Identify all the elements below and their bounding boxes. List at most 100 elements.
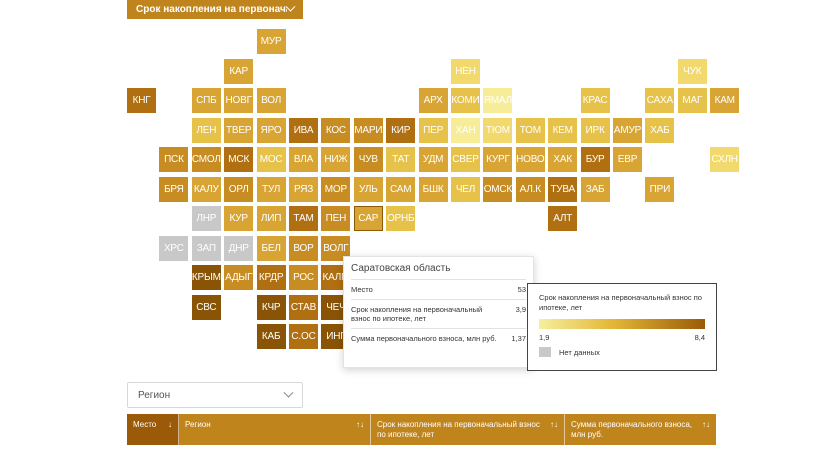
- sort-icon: ↑↓: [702, 420, 710, 429]
- column-header-years[interactable]: Срок накопления на первоначальный взнос …: [371, 414, 565, 445]
- region-tile-84[interactable]: КАБ: [256, 324, 286, 349]
- region-tile-6[interactable]: НОВГ: [224, 88, 254, 113]
- region-tile-63[interactable]: ЛИП: [256, 206, 286, 231]
- region-tile-61[interactable]: ЛНР: [191, 206, 221, 231]
- region-tile-48[interactable]: ОРЛ: [224, 176, 254, 202]
- region-tile-78[interactable]: РОС: [289, 265, 318, 290]
- region-tile-39[interactable]: СВЕР: [451, 147, 480, 172]
- region-tile-59[interactable]: ЗАБ: [580, 176, 610, 202]
- region-tile-16[interactable]: ТВЕР: [224, 117, 254, 143]
- legend-max: 8,4: [694, 333, 705, 342]
- region-tile-24[interactable]: ТЮМ: [483, 117, 513, 143]
- region-tile-14[interactable]: КАМ: [710, 88, 740, 113]
- region-tile-32[interactable]: МСК: [224, 147, 254, 172]
- column-header-label: Место: [133, 420, 157, 429]
- region-tile-26[interactable]: КЕМ: [548, 117, 578, 143]
- region-tile-66[interactable]: САР: [353, 206, 383, 231]
- column-header-amount[interactable]: Сумма первоначального взноса, млн руб. ↑…: [565, 414, 716, 445]
- region-tile-42[interactable]: ХАК: [548, 147, 578, 172]
- region-tile-60[interactable]: ПРИ: [645, 176, 675, 202]
- region-tile-33[interactable]: МОС: [256, 147, 286, 172]
- region-tile-22[interactable]: ПЕР: [418, 117, 448, 143]
- region-tile-12[interactable]: САХА: [645, 88, 675, 113]
- region-tile-73[interactable]: ВОР: [289, 235, 318, 261]
- region-tile-29[interactable]: ХАБ: [645, 117, 675, 143]
- region-tile-1[interactable]: КАР: [224, 58, 254, 84]
- region-tile-37[interactable]: ТАТ: [386, 147, 416, 172]
- region-tile-65[interactable]: ПЕН: [321, 206, 351, 231]
- region-tile-9[interactable]: КОМИ: [451, 88, 480, 113]
- region-tile-21[interactable]: КИР: [386, 117, 416, 143]
- region-tile-18[interactable]: ИВА: [289, 117, 318, 143]
- region-tile-68[interactable]: АЛТ: [548, 206, 578, 231]
- region-tile-15[interactable]: ЛЕН: [191, 117, 221, 143]
- region-tile-38[interactable]: УДМ: [418, 147, 448, 172]
- region-tile-31[interactable]: СМОЛ: [191, 147, 221, 172]
- region-tile-19[interactable]: КОС: [321, 117, 351, 143]
- region-tile-80[interactable]: СВС: [191, 294, 221, 320]
- region-tile-57[interactable]: АЛ.К: [515, 176, 545, 202]
- region-tile-30[interactable]: ПСК: [159, 147, 189, 172]
- region-tile-2[interactable]: НЕН: [451, 58, 480, 84]
- region-tile-4[interactable]: КНГ: [127, 88, 156, 113]
- region-tile-46[interactable]: БРЯ: [159, 176, 189, 202]
- region-tile-5[interactable]: СПБ: [191, 88, 221, 113]
- region-tile-77[interactable]: КРДР: [256, 265, 286, 290]
- region-tile-13[interactable]: МАГ: [677, 88, 707, 113]
- region-tile-49[interactable]: ТУЛ: [256, 176, 286, 202]
- region-tile-10[interactable]: ЯМАЛ: [483, 88, 513, 113]
- region-tile-76[interactable]: АДЫГ: [224, 265, 254, 290]
- region-tile-28[interactable]: АМУР: [613, 117, 642, 143]
- region-tile-82[interactable]: СТАВ: [289, 294, 318, 320]
- region-tile-27[interactable]: ИРК: [580, 117, 610, 143]
- region-tile-3[interactable]: ЧУК: [677, 58, 707, 84]
- no-data-swatch: [539, 347, 551, 357]
- region-tile-47[interactable]: КАЛУ: [191, 176, 221, 202]
- region-tile-20[interactable]: МАРИ: [353, 117, 383, 143]
- region-tile-34[interactable]: ВЛА: [289, 147, 318, 172]
- column-header-rank[interactable]: Место ↓: [127, 414, 179, 445]
- region-tile-64[interactable]: ТАМ: [289, 206, 318, 231]
- region-tile-81[interactable]: КЧР: [256, 294, 286, 320]
- region-tile-8[interactable]: АРХ: [418, 88, 448, 113]
- region-tile-40[interactable]: КУРГ: [483, 147, 513, 172]
- region-tile-53[interactable]: САМ: [386, 176, 416, 202]
- region-tile-35[interactable]: НИЖ: [321, 147, 351, 172]
- region-tile-69[interactable]: ХРС: [159, 235, 189, 261]
- region-tile-45[interactable]: СХЛН: [710, 147, 740, 172]
- region-tile-71[interactable]: ДНР: [224, 235, 254, 261]
- region-tile-11[interactable]: КРАС: [580, 88, 610, 113]
- region-tile-36[interactable]: ЧУВ: [353, 147, 383, 172]
- region-tile-85[interactable]: С.ОС: [289, 324, 318, 349]
- region-tile-43[interactable]: БУР: [580, 147, 610, 172]
- tooltip-row-label: Срок накопления на первоначальный взнос …: [351, 305, 483, 323]
- region-tile-17[interactable]: ЯРО: [256, 117, 286, 143]
- region-tile-58[interactable]: ТУВА: [548, 176, 578, 202]
- region-tile-23[interactable]: ХАН: [451, 117, 480, 143]
- region-tile-54[interactable]: БШК: [418, 176, 448, 202]
- region-tile-50[interactable]: РЯЗ: [289, 176, 318, 202]
- tooltip-title: Саратовская область: [351, 263, 451, 274]
- column-header-region[interactable]: Регион ↑↓: [179, 414, 371, 445]
- region-tile-70[interactable]: ЗАП: [191, 235, 221, 261]
- tooltip-row-amount: Сумма первоначального взноса, млн руб. 1…: [351, 328, 526, 348]
- column-header-label: Срок накопления на первоначальный взнос …: [377, 420, 540, 439]
- region-tile-25[interactable]: ТОМ: [515, 117, 545, 143]
- region-tile-51[interactable]: МОР: [321, 176, 351, 202]
- region-tile-56[interactable]: ОМСК: [483, 176, 513, 202]
- region-tile-44[interactable]: ЕВР: [613, 147, 642, 172]
- legend-no-data-label: Нет данных: [559, 347, 600, 357]
- region-tile-7[interactable]: ВОЛ: [256, 88, 286, 113]
- region-tile-0[interactable]: МУР: [256, 29, 286, 54]
- legend-min: 1,9: [539, 333, 550, 342]
- region-tile-41[interactable]: НОВО: [515, 147, 545, 172]
- metric-select[interactable]: Срок накопления на первоначальный взнос …: [127, 0, 303, 19]
- region-tile-75[interactable]: КРЫМ: [191, 265, 221, 290]
- region-tile-62[interactable]: КУР: [224, 206, 254, 231]
- region-tile-67[interactable]: ОРНБ: [386, 206, 416, 231]
- region-tile-52[interactable]: УЛЬ: [353, 176, 383, 202]
- region-tile-55[interactable]: ЧЕЛ: [451, 176, 480, 202]
- tooltip-row-years: Срок накопления на первоначальный взнос …: [351, 299, 526, 328]
- region-select[interactable]: Регион: [127, 382, 303, 408]
- region-tile-72[interactable]: БЕЛ: [256, 235, 286, 261]
